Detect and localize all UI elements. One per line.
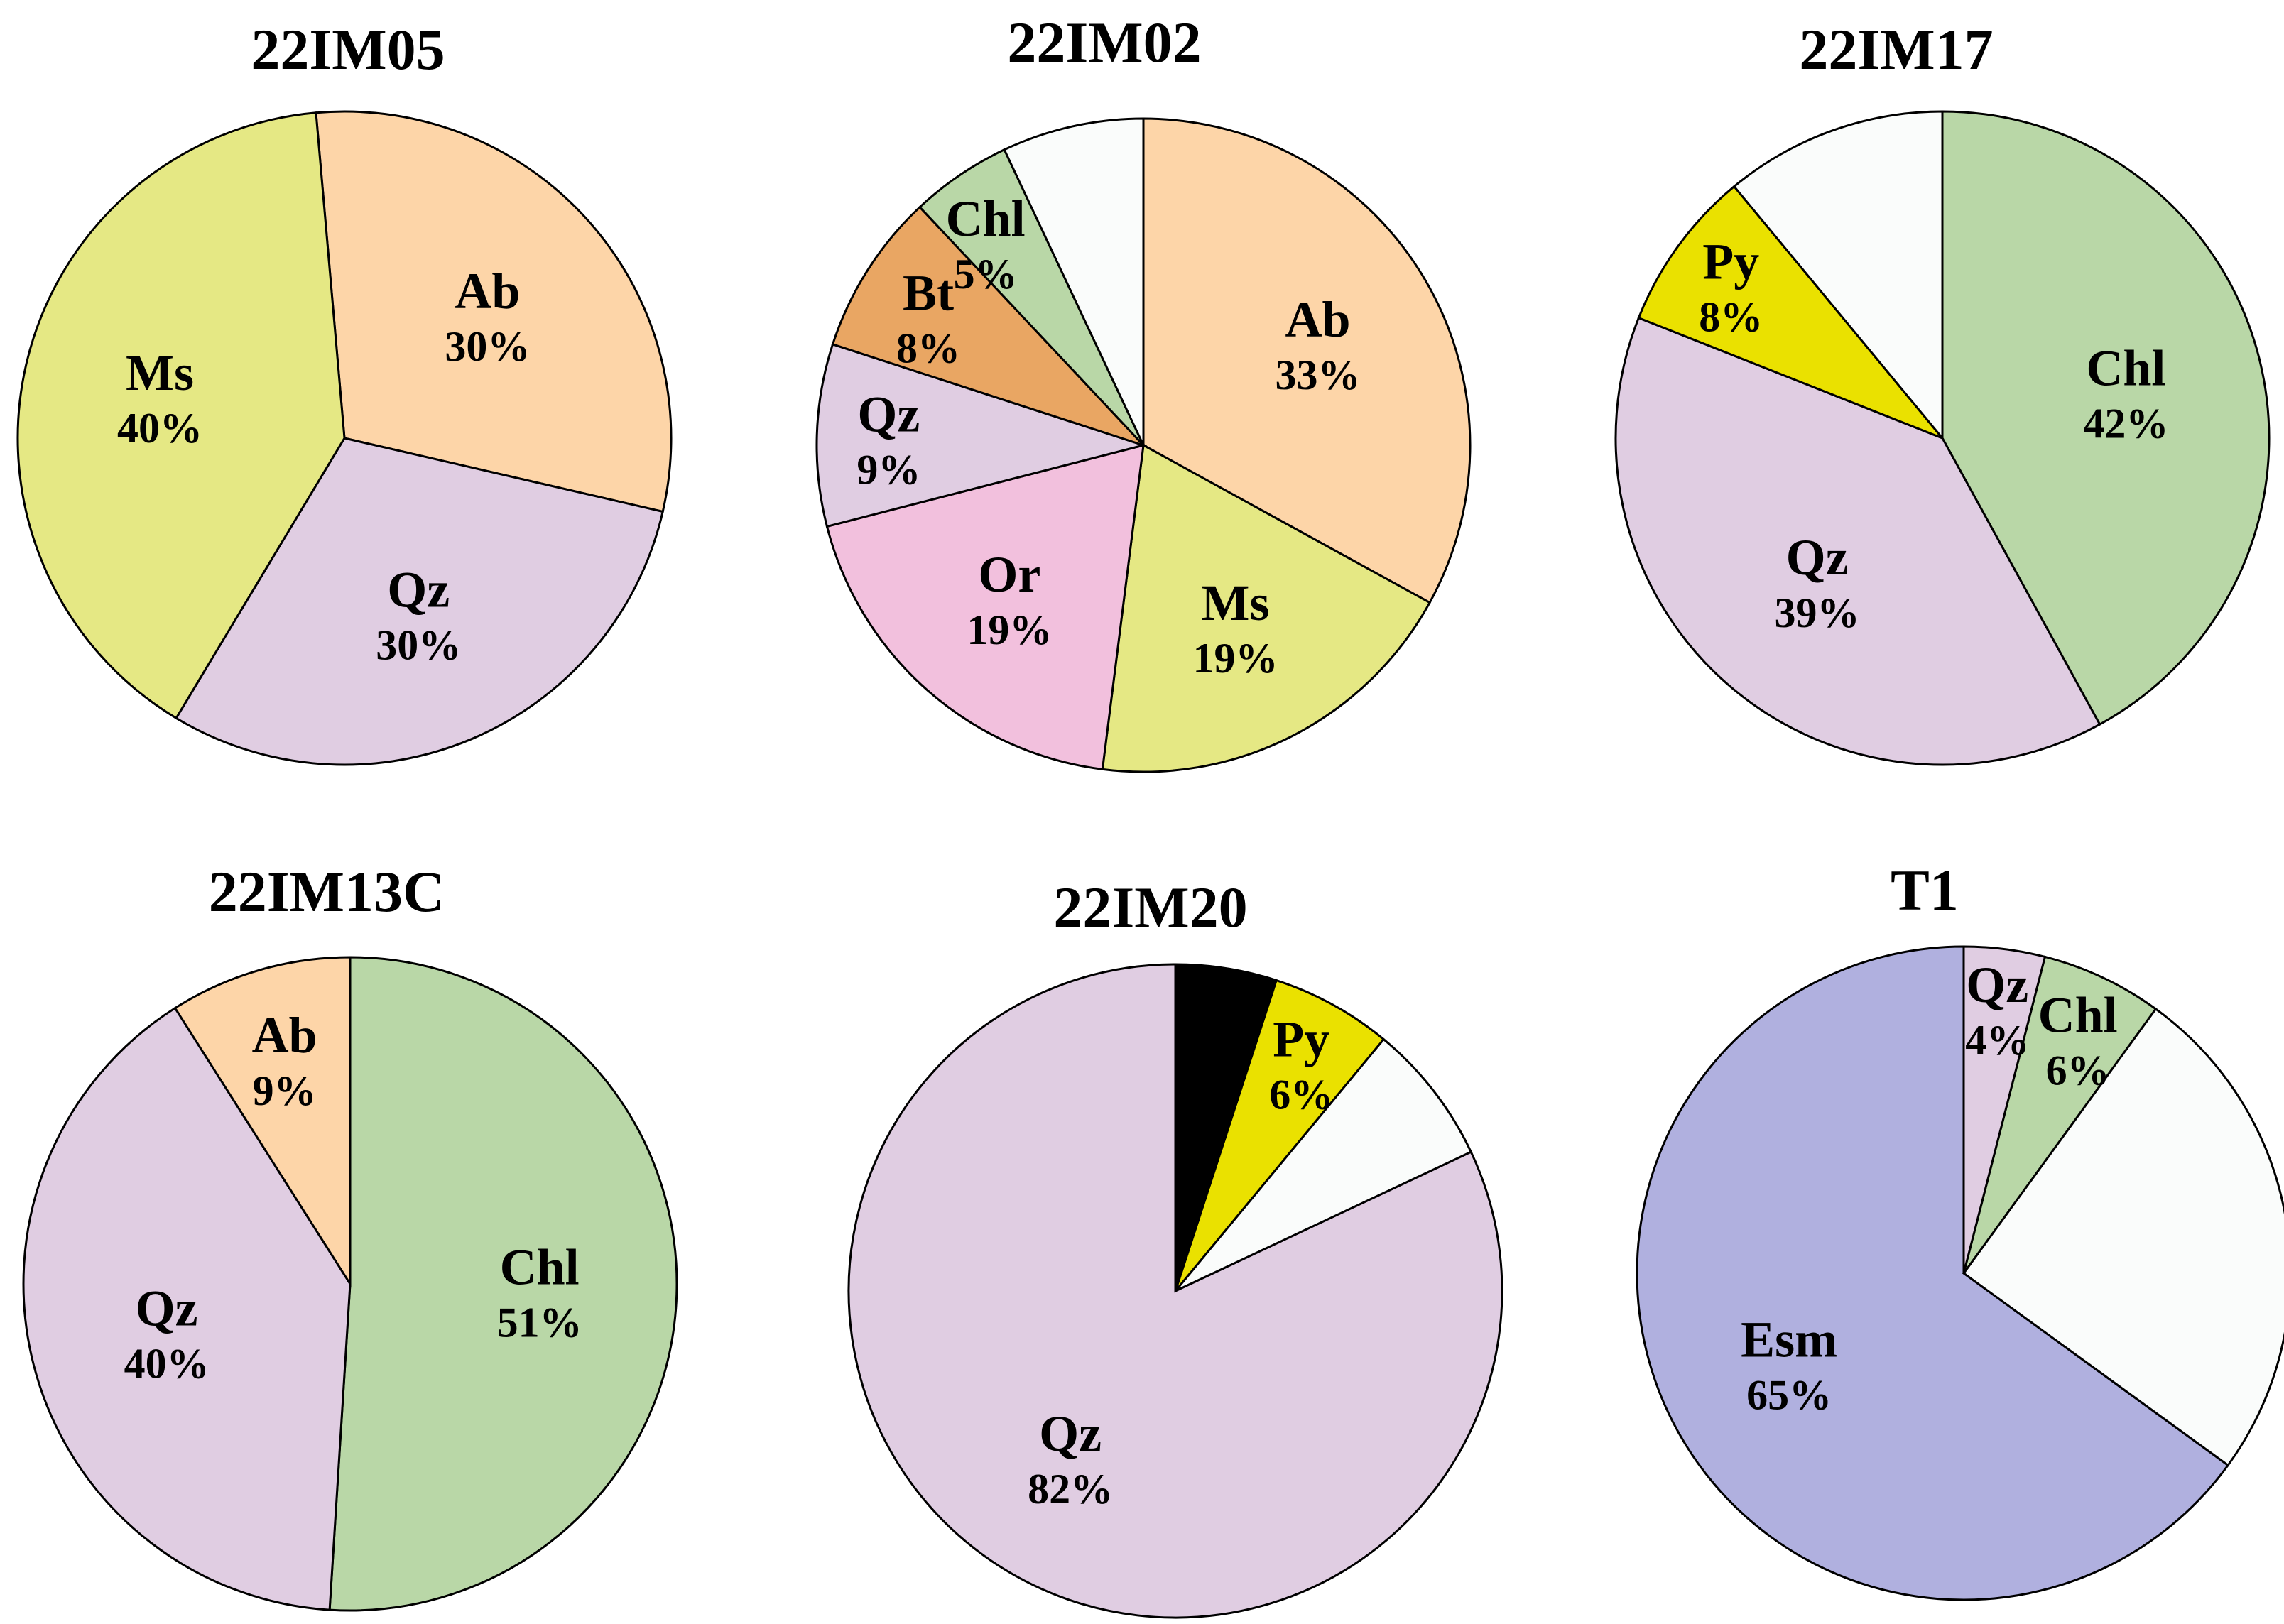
pie-slice-py [1174, 979, 1386, 1292]
slice-label: Esm [1741, 1311, 1837, 1368]
slice-percent-label: 40% [117, 405, 202, 452]
pie-slice-chl [328, 956, 678, 1612]
pie-slice-unlabeled [1174, 1037, 1473, 1292]
slice-label: Ms [1201, 574, 1269, 631]
slice-label: Py [1273, 1011, 1329, 1068]
pie-slice-ms [16, 111, 346, 720]
slice-label: Or [978, 546, 1040, 603]
slice-label: Qz [1966, 957, 2028, 1013]
pie-slice-chl [1962, 955, 2158, 1274]
pie-slice-ab [173, 956, 352, 1288]
pie-slices [22, 956, 678, 1612]
slice-percent-label: 51% [497, 1299, 582, 1346]
chart-title: T1 [1891, 858, 1959, 922]
pie-slice-esm [1636, 945, 2230, 1601]
pie-slices [815, 117, 1472, 773]
pie-slices [1636, 945, 2284, 1601]
pie-slice-ab [1142, 117, 1472, 604]
slice-label: Chl [946, 190, 1026, 247]
pie-slice-unlabeled [1962, 1007, 2284, 1467]
slice-percent-label: 4% [1965, 1017, 2029, 1064]
chart-title: 22IM02 [1007, 10, 1201, 75]
slice-label: Qz [136, 1280, 198, 1336]
slice-label: Hm [1178, 966, 1260, 1023]
slice-label: Ab [252, 1007, 317, 1064]
slice-percent-label: 65% [1746, 1371, 1832, 1418]
pie-slice-hm [1174, 963, 1278, 1292]
pie-slice-unlabeled [1003, 117, 1145, 446]
slice-label: Bt [903, 265, 954, 322]
slice-percent-label: 33% [1275, 351, 1360, 398]
pie-slice-qz [815, 342, 1148, 528]
slice-percent-label: 8% [896, 325, 960, 372]
slice-label: Chl [2086, 340, 2165, 397]
slice-percent-label: 42% [2083, 400, 2168, 447]
slice-percent-label: 8% [1699, 294, 1763, 341]
slice-label: Ab [1285, 291, 1350, 348]
pie-slice-qz [175, 437, 665, 766]
slice-percent-label: 5% [1187, 1026, 1251, 1073]
slice-label: Qz [1039, 1405, 1102, 1462]
pie-slice-qz [1614, 316, 2101, 766]
slice-percent-label: 39% [1775, 589, 1860, 636]
pie-slices [1614, 110, 2271, 766]
chart-title: 22IM13C [209, 859, 445, 924]
slice-percent-label: 9% [856, 447, 920, 494]
slice-percent-label: 9% [253, 1067, 317, 1114]
pie-slice-chl [918, 148, 1145, 447]
slice-percent-label: 6% [1269, 1072, 1333, 1118]
pie-slice-unlabeled [1732, 110, 1944, 442]
slice-percent-label: 5% [954, 251, 1018, 298]
slice-label: Ms [126, 344, 194, 401]
pie-slices [16, 110, 673, 766]
slice-percent-label: 40% [124, 1340, 210, 1387]
slice-percent-label: 6% [2046, 1047, 2110, 1094]
slice-percent-label: 19% [1192, 635, 1278, 682]
chart-title: 22IM17 [1799, 17, 1993, 82]
chart-title: 22IM20 [1053, 875, 1247, 939]
slice-label: Ab [455, 263, 520, 320]
pie-slice-ms [1101, 443, 1432, 773]
slice-percent-label: 19% [967, 606, 1052, 653]
slice-percent-label: 30% [445, 323, 530, 370]
slice-label: Py [1702, 234, 1759, 290]
slice-percent-label: 82% [1028, 1466, 1113, 1513]
slice-label: Qz [387, 562, 450, 618]
pie-slice-or [825, 443, 1145, 771]
pie-slice-bt [831, 205, 1145, 447]
slice-label: Qz [1786, 529, 1849, 586]
slice-label: Qz [857, 386, 920, 443]
slice-label: Chl [2038, 987, 2118, 1044]
chart-title: 22IM05 [251, 17, 445, 82]
pie-slice-chl [1941, 110, 2271, 726]
pie-slice-qz [22, 1006, 352, 1611]
slice-label: Chl [500, 1238, 580, 1295]
pie-slices [847, 963, 1503, 1619]
pie-slice-py [1637, 185, 1944, 440]
slice-percent-label: 30% [376, 622, 461, 669]
pie-slice-qz [1962, 945, 2047, 1274]
pie-slice-ab [315, 110, 673, 513]
